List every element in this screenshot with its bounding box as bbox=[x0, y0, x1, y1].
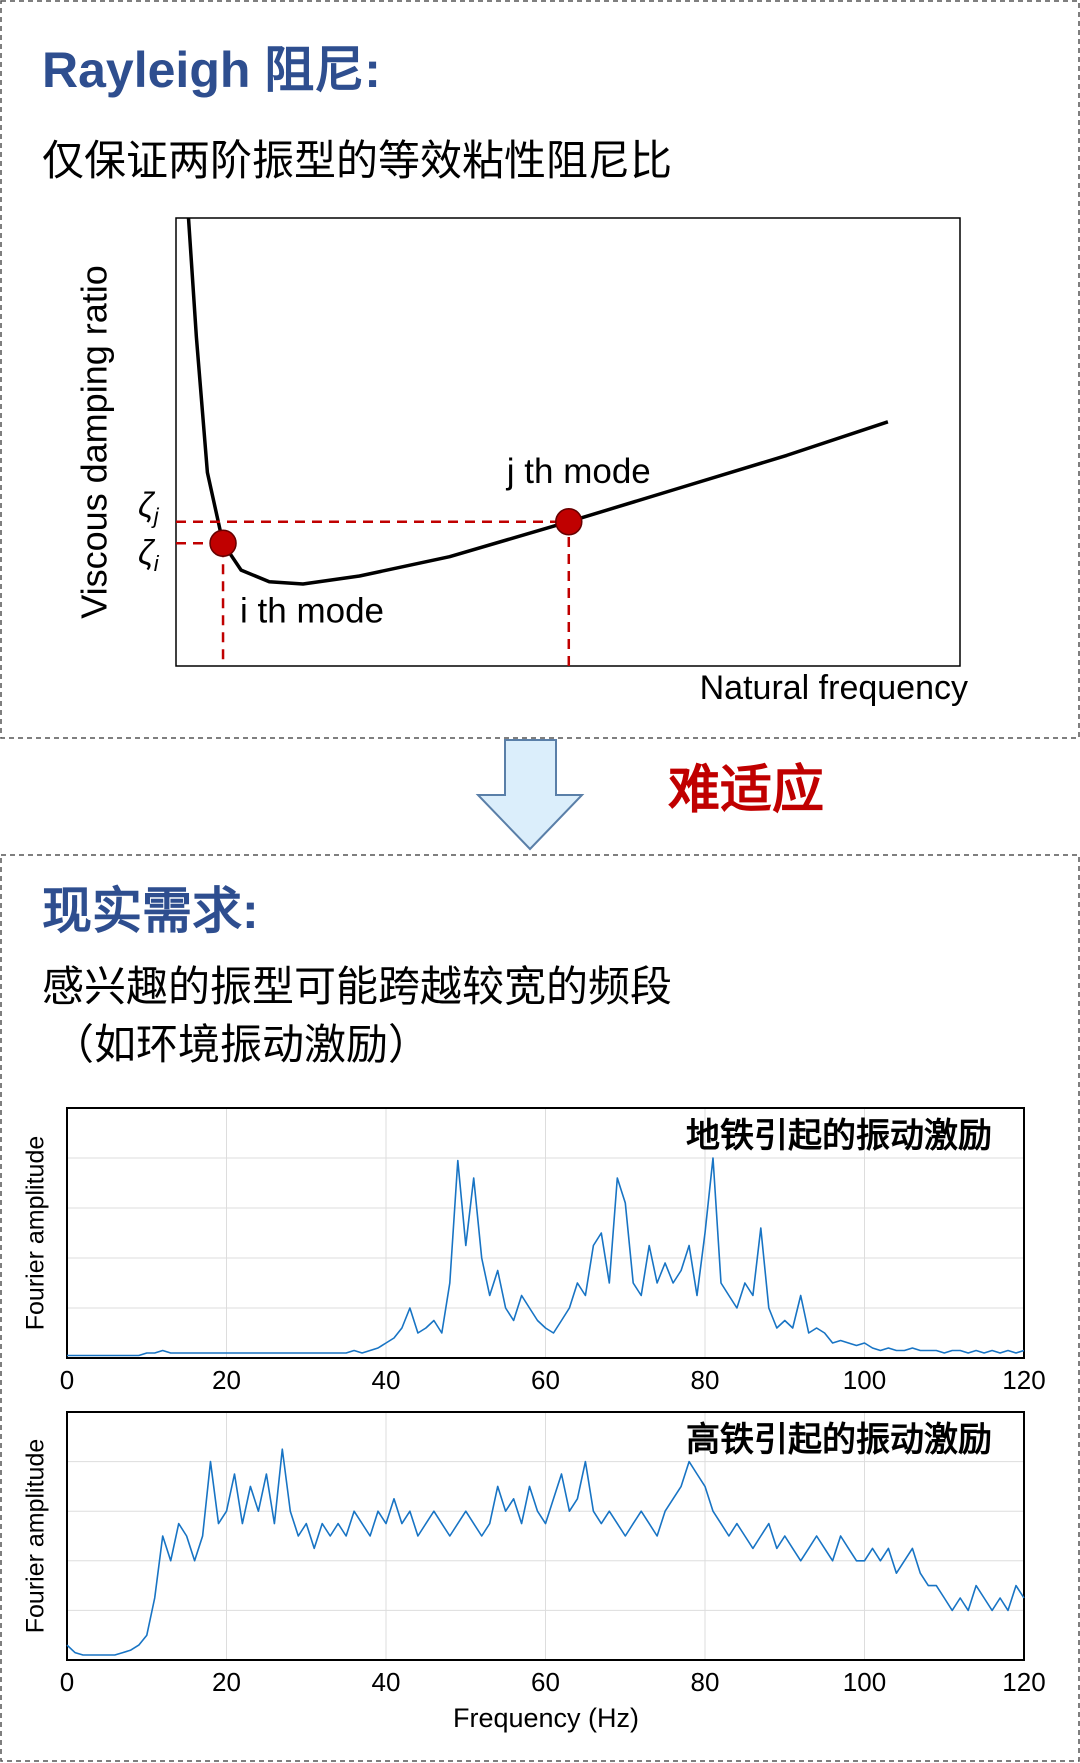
symbol: ζ bbox=[138, 534, 156, 572]
mode-label: j th mode bbox=[506, 452, 651, 491]
plot-frame bbox=[66, 1107, 1025, 1359]
x-tick-label: 80 bbox=[691, 1667, 720, 1697]
x-axis-label: Frequency (Hz) bbox=[453, 1703, 639, 1733]
x-tick-label: 120 bbox=[1002, 1365, 1045, 1395]
x-tick-label: 60 bbox=[531, 1667, 560, 1697]
down-arrow bbox=[475, 739, 585, 851]
y-axis-label: Viscous damping ratio bbox=[74, 265, 115, 619]
symbol: ζ bbox=[138, 487, 156, 525]
symbol-subscript: j bbox=[151, 504, 160, 529]
y-axis-label: Fourier amplitude bbox=[22, 1439, 50, 1634]
plot-frame bbox=[175, 217, 961, 667]
x-tick-label: 20 bbox=[212, 1365, 241, 1395]
section-subtitle: 仅保证两阶振型的等效粘性阻尼比 bbox=[42, 137, 672, 184]
section-title: 现实需求: bbox=[42, 883, 259, 939]
damping-symbol: ζj bbox=[138, 487, 160, 529]
x-tick-label: 100 bbox=[843, 1365, 886, 1395]
x-tick-label: 0 bbox=[60, 1667, 74, 1697]
mode-label: i th mode bbox=[240, 591, 384, 630]
data-line bbox=[186, 217, 889, 586]
arrow-label: 难适应 bbox=[668, 762, 824, 820]
x-tick-label: 100 bbox=[843, 1667, 886, 1697]
symbol-subscript: i bbox=[154, 551, 160, 576]
x-axis-label: Natural frequency bbox=[700, 669, 968, 707]
section-frame bbox=[0, 854, 1080, 1762]
x-tick-label: 120 bbox=[1002, 1667, 1045, 1697]
damping-symbol: ζi bbox=[138, 534, 160, 576]
x-tick-label: 80 bbox=[691, 1365, 720, 1395]
data-line bbox=[67, 1157, 1025, 1357]
x-tick-label: 40 bbox=[372, 1667, 401, 1697]
data-line bbox=[66, 1448, 1025, 1656]
x-tick-label: 60 bbox=[531, 1365, 560, 1395]
chart-annotation: 高铁引起的振动激励 bbox=[686, 1421, 992, 1459]
section-text: 感兴趣的振型可能跨越较宽的频段 bbox=[42, 963, 672, 1010]
plot-frame bbox=[66, 1411, 1025, 1661]
x-tick-label: 40 bbox=[372, 1365, 401, 1395]
x-tick-label: 0 bbox=[60, 1365, 74, 1395]
mode-point bbox=[555, 507, 583, 536]
mode-point bbox=[209, 529, 237, 557]
dashed-guide bbox=[176, 541, 225, 666]
section-frame bbox=[0, 0, 1080, 739]
y-axis-label: Fourier amplitude bbox=[22, 1136, 50, 1331]
section-title: Rayleigh 阻尼: bbox=[42, 42, 381, 98]
chart-annotation: 地铁引起的振动激励 bbox=[686, 1117, 992, 1155]
x-tick-label: 20 bbox=[212, 1667, 241, 1697]
section-text: （如环境振动激励） bbox=[52, 1021, 430, 1068]
